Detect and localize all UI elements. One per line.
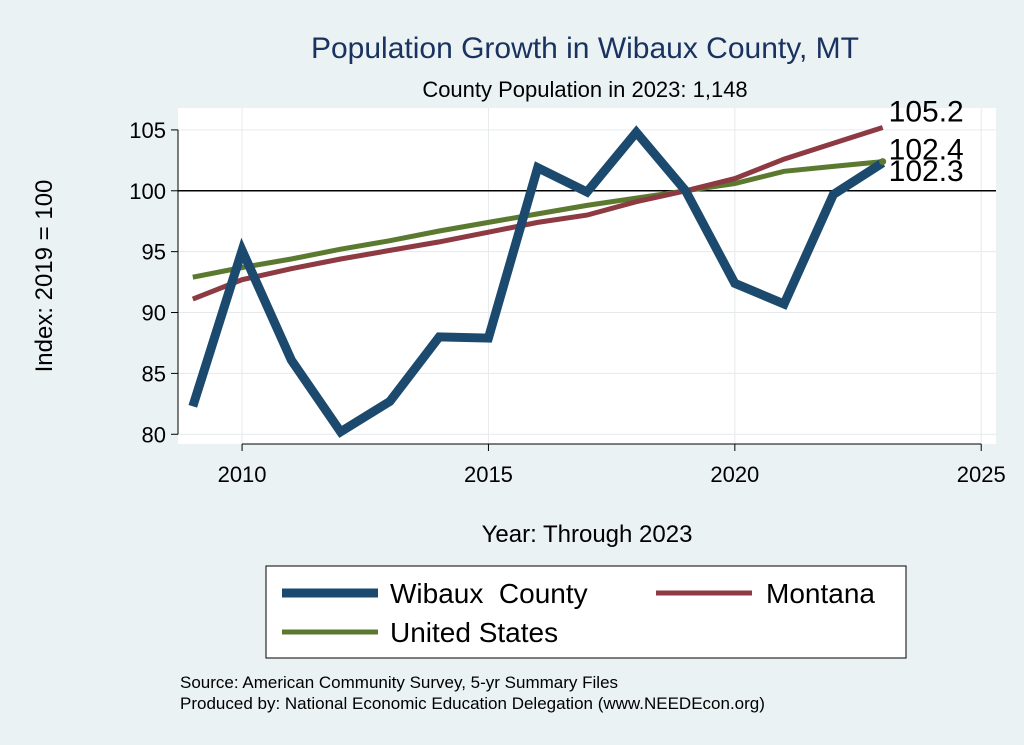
- series-line-montana: [191, 125, 884, 302]
- series-lines: [188, 125, 887, 438]
- source-note: Source: American Community Survey, 5-yr …: [180, 673, 618, 692]
- series-line-united-states: [192, 159, 883, 280]
- end-label-united-states: 102.4: [889, 134, 964, 167]
- axes: 80 85 90 95 100 105 2010 2015 2020 2025: [129, 118, 1005, 487]
- x-tick-label-2025: 2025: [957, 462, 1006, 487]
- plot-area: [178, 108, 996, 444]
- y-tick-label-80: 80: [142, 422, 166, 447]
- series-end-marker-united-states: [879, 158, 887, 166]
- chart-title: Population Growth in Wibaux County, MT: [311, 32, 859, 65]
- legend: Wibaux County Montana United States: [265, 565, 907, 659]
- y-axis-label: Index: 2019 = 100: [31, 180, 58, 373]
- y-tick-label-85: 85: [142, 361, 166, 386]
- legend-box: [265, 565, 907, 659]
- end-label-wibaux-county: 102.3: [889, 155, 964, 188]
- y-tick-label-100: 100: [129, 179, 166, 204]
- y-tick-label-95: 95: [142, 240, 166, 265]
- x-tick-label-2020: 2020: [710, 462, 759, 487]
- legend-label-wibaux: Wibaux County: [390, 578, 588, 609]
- x-tick-label-2010: 2010: [218, 462, 267, 487]
- chart-subtitle: County Population in 2023: 1,148: [422, 77, 747, 102]
- series-line-wibaux-county: [188, 125, 886, 438]
- legend-label-montana: Montana: [766, 578, 875, 609]
- legend-label-united-states: United States: [390, 617, 558, 648]
- end-label-montana: 105.2: [889, 95, 964, 128]
- x-axis-label: Year: Through 2023: [482, 521, 693, 548]
- y-tick-label-105: 105: [129, 118, 166, 143]
- x-tick-label-2015: 2015: [464, 462, 513, 487]
- producer-note: Produced by: National Economic Education…: [180, 694, 765, 713]
- y-tick-label-90: 90: [142, 301, 166, 326]
